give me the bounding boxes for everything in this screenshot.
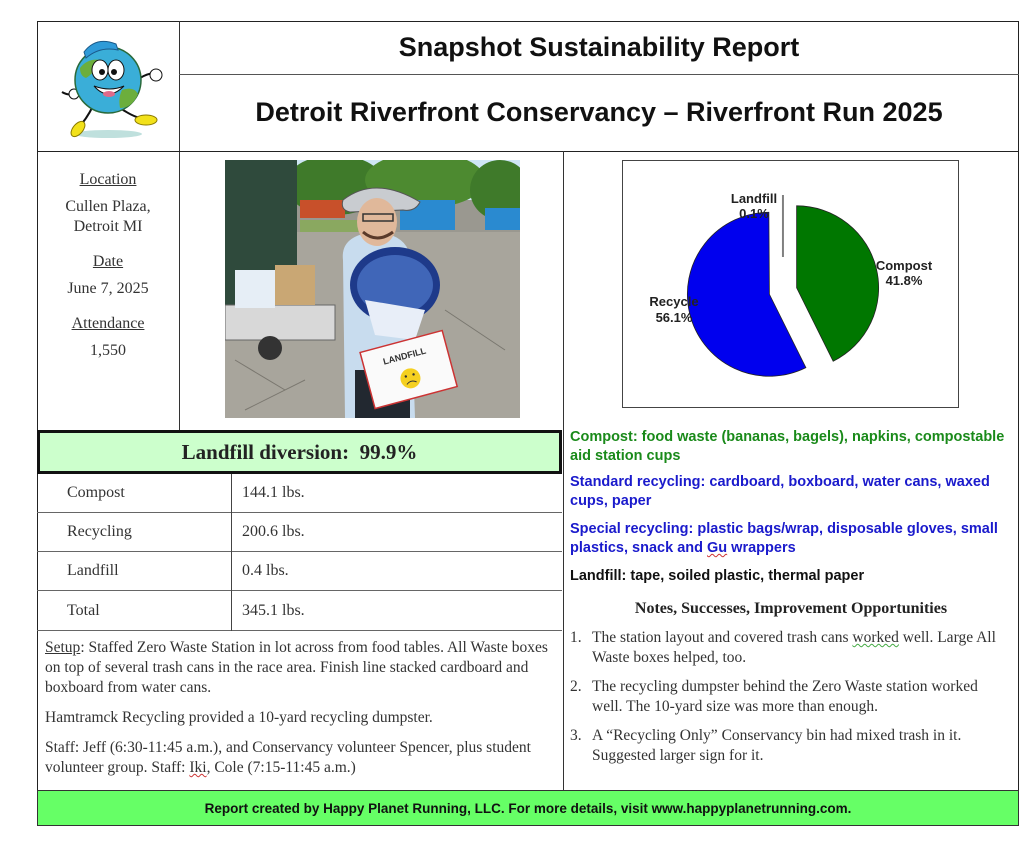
attendance-value: 1,550 bbox=[90, 342, 126, 359]
event-title: Detroit Riverfront Conservancy – Riverfr… bbox=[255, 97, 943, 127]
pie-label-landfill-value: 0.1% bbox=[739, 206, 769, 221]
report-title: Snapshot Sustainability Report bbox=[398, 32, 800, 62]
flagged-word: Gu bbox=[707, 540, 728, 556]
landfill-diversion-banner: Landfill diversion: 99.9% bbox=[37, 430, 562, 474]
report-footer: Report created by Happy Planet Running, … bbox=[37, 790, 1019, 826]
diversion-value: 99.9% bbox=[359, 439, 418, 464]
setup-notes: Setup: Staffed Zero Waste Station in lot… bbox=[45, 638, 557, 788]
attendance-label: Attendance bbox=[71, 315, 145, 332]
compost-category-text: Compost: food waste (bananas, bagels), n… bbox=[570, 429, 1005, 464]
event-photo: LANDFILL bbox=[225, 160, 520, 418]
landfill-category-text: Landfill: tape, soiled plastic, thermal … bbox=[570, 568, 865, 584]
pie-slice-recycle bbox=[687, 211, 807, 377]
notes-title: Notes, Successes, Improvement Opportunit… bbox=[634, 600, 948, 617]
pie-label-recycle-name: Recycle bbox=[649, 294, 698, 309]
divider bbox=[179, 21, 180, 431]
pie-slice-compost bbox=[796, 205, 879, 362]
category-cell: Total bbox=[67, 602, 100, 619]
special-recycling-text: Special recycling: plastic bags/wrap, di… bbox=[570, 521, 998, 556]
weight-cell: 0.4 lbs. bbox=[242, 562, 289, 579]
category-cell: Recycling bbox=[67, 523, 132, 540]
list-item: 2. The recycling dumpster behind the Zer… bbox=[570, 678, 978, 715]
table-row: Compost 144.1 lbs. bbox=[37, 474, 562, 513]
diversion-label: Landfill diversion: bbox=[181, 439, 350, 464]
divider bbox=[37, 151, 1019, 152]
running-earth-mascot-icon bbox=[61, 40, 163, 138]
pie-label-compost-name: Compost bbox=[876, 258, 933, 273]
flagged-word: worked bbox=[852, 629, 899, 646]
category-cell: Compost bbox=[67, 484, 125, 501]
weight-cell: 144.1 lbs. bbox=[242, 484, 305, 501]
category-cell: Landfill bbox=[67, 562, 119, 579]
table-column-divider bbox=[231, 474, 232, 631]
pie-chart-svg: Landfill 0.1% Compost 41.8% Recycle 56.1… bbox=[649, 191, 933, 377]
weight-cell: 200.6 lbs. bbox=[242, 523, 305, 540]
date-value: June 7, 2025 bbox=[67, 280, 149, 297]
waste-pie-chart: Landfill 0.1% Compost 41.8% Recycle 56.1… bbox=[622, 160, 959, 408]
location-line2: Detroit MI bbox=[73, 218, 143, 235]
logo bbox=[48, 28, 170, 144]
list-item: 1. The station layout and covered trash … bbox=[570, 629, 996, 666]
setup-text: : Staffed Zero Waste Station in lot acro… bbox=[45, 639, 548, 696]
date-label: Date bbox=[92, 253, 124, 270]
divider bbox=[563, 151, 564, 790]
standard-recycling-text: Standard recycling: cardboard, boxboard,… bbox=[570, 474, 990, 509]
flagged-word: Iki bbox=[189, 759, 207, 776]
weight-cell: 345.1 lbs. bbox=[242, 602, 305, 619]
location-value: Cullen Plaza, Detroit MI bbox=[37, 197, 179, 237]
divider bbox=[179, 74, 1019, 75]
list-item: 3. A “Recycling Only” Conservancy bin ha… bbox=[570, 727, 962, 764]
pie-label-landfill-name: Landfill bbox=[731, 191, 777, 206]
location-label: Location bbox=[79, 171, 137, 188]
setup-paragraph: Setup: Staffed Zero Waste Station in lot… bbox=[45, 638, 557, 698]
staff-paragraph: Staff: Jeff (6:30-11:45 a.m.), and Conse… bbox=[45, 739, 531, 776]
setup-label: Setup bbox=[45, 639, 81, 656]
notes-list: 1. The station layout and covered trash … bbox=[570, 628, 1010, 775]
dumpster-paragraph: Hamtramck Recycling provided a 10-yard r… bbox=[45, 709, 433, 726]
pie-label-recycle-value: 56.1% bbox=[656, 310, 693, 325]
event-info: Location Cullen Plaza, Detroit MI Date J… bbox=[37, 151, 179, 430]
table-row: Recycling 200.6 lbs. bbox=[37, 513, 562, 552]
table-row: Total 345.1 lbs. bbox=[37, 592, 562, 631]
table-row: Landfill 0.4 lbs. bbox=[37, 552, 562, 591]
location-line1: Cullen Plaza, bbox=[65, 198, 151, 215]
pie-label-compost-value: 41.8% bbox=[886, 273, 923, 288]
volunteer-photo: LANDFILL bbox=[225, 160, 520, 418]
